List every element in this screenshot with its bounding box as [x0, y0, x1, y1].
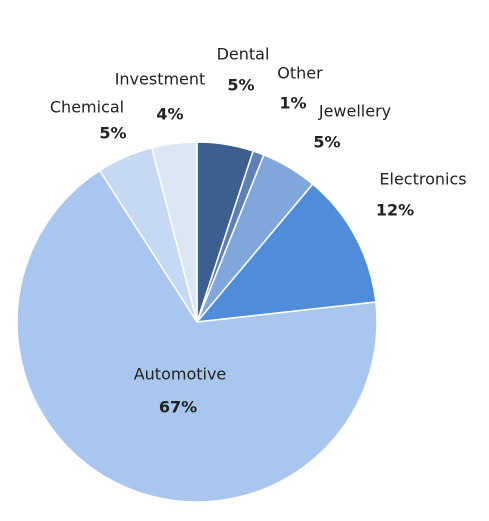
slice-value-label: 5% — [227, 76, 254, 95]
slice-value-label: 12% — [376, 201, 414, 220]
slice-value-label: 1% — [279, 94, 306, 113]
slice-label: Investment — [115, 70, 206, 89]
slice-label: Automotive — [134, 365, 227, 384]
slice-value-label: 5% — [99, 124, 126, 143]
slice-label: Other — [277, 64, 323, 83]
slice-label: Jewellery — [318, 102, 391, 121]
slice-value-label: 67% — [159, 398, 197, 417]
slice-label: Chemical — [50, 98, 124, 117]
slice-value-label: 5% — [313, 133, 340, 152]
slice-label: Electronics — [379, 170, 466, 189]
pie-slice — [150, 141, 198, 323]
pie-slice — [16, 169, 378, 503]
slice-label: Dental — [217, 45, 270, 64]
slice-value-label: 4% — [156, 105, 183, 124]
pie-slice — [195, 183, 377, 323]
